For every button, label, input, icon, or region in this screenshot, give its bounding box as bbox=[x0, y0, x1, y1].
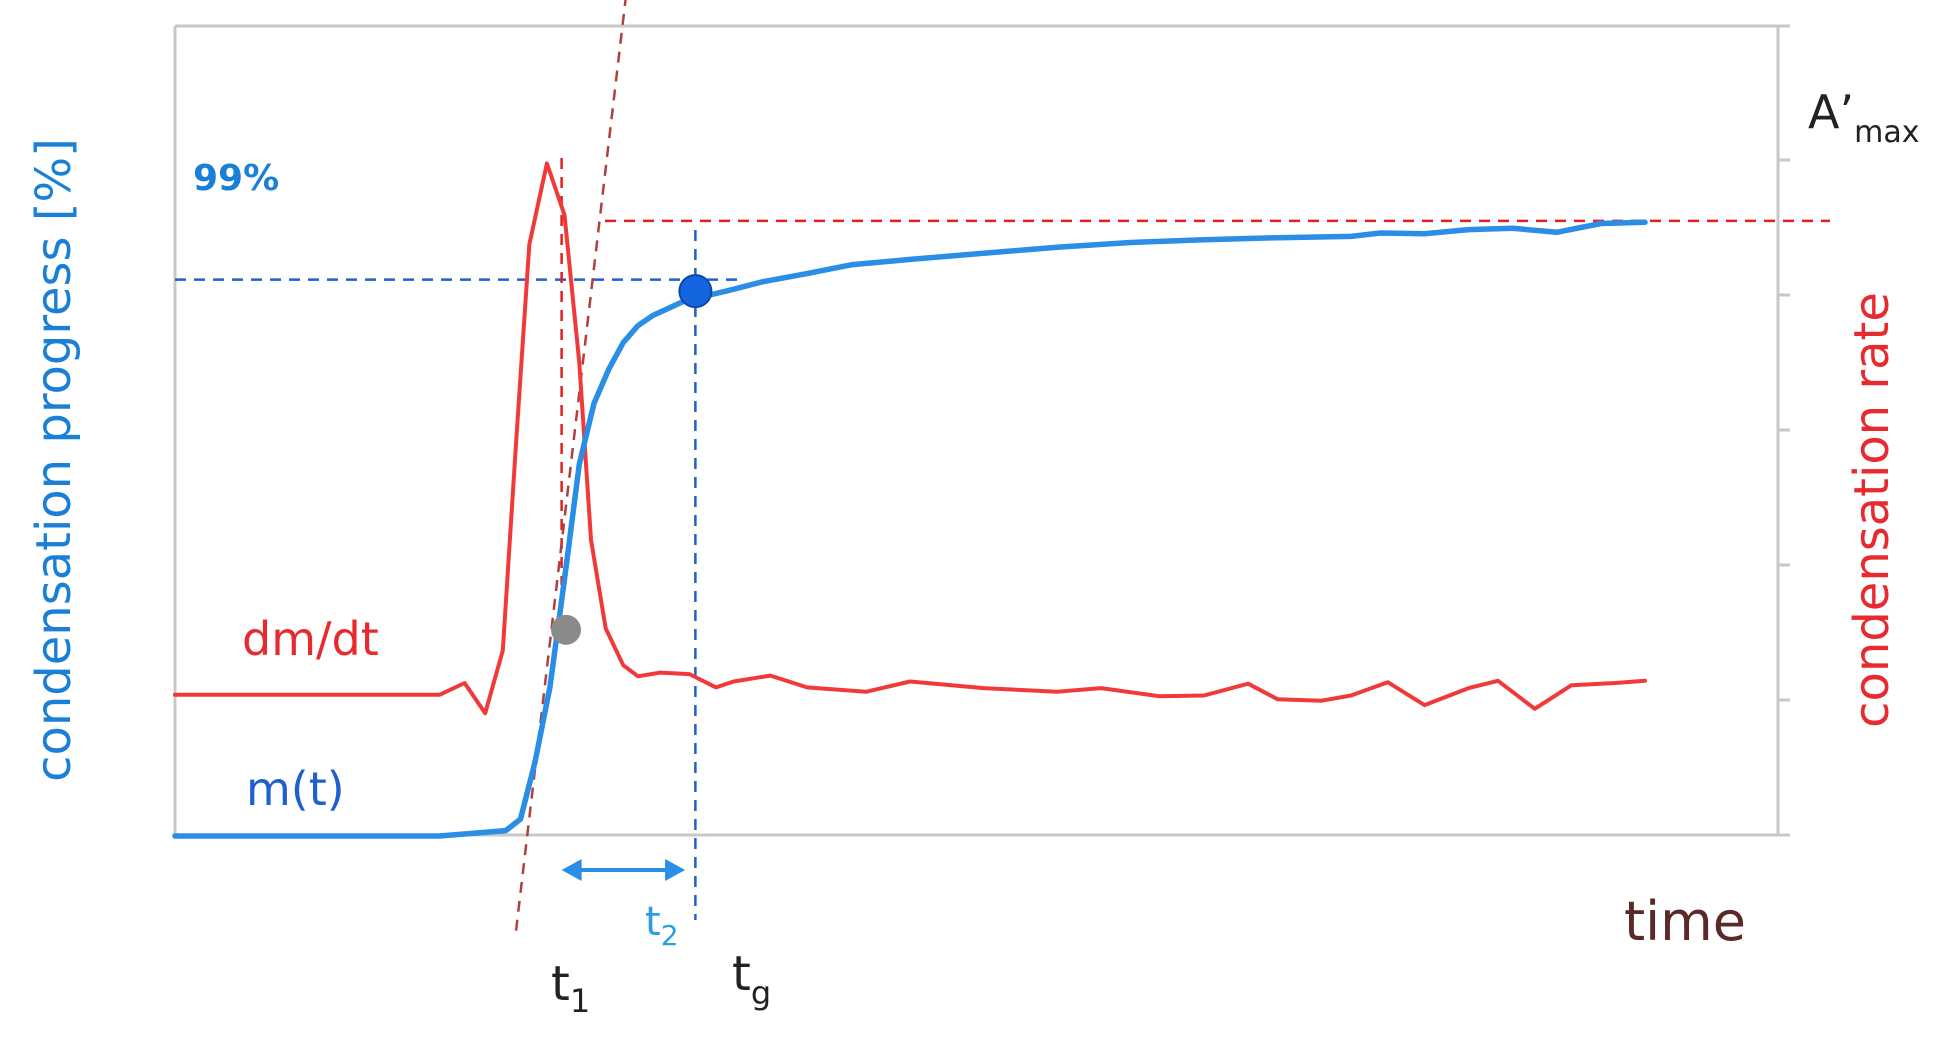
series-line-rate bbox=[173, 161, 1647, 716]
series-label-progress: m(t) bbox=[246, 762, 345, 816]
interval-arrow-head-left bbox=[561, 859, 582, 881]
y-axis-right-label: condensation rate bbox=[1844, 292, 1900, 728]
markers-layer bbox=[551, 274, 713, 645]
interval-arrow bbox=[561, 859, 686, 881]
label-tg-main: t bbox=[732, 946, 751, 1002]
interval-arrow-head-right bbox=[665, 859, 686, 881]
label-a-max: A’max bbox=[1808, 85, 1919, 150]
label-t1-main: t bbox=[551, 956, 570, 1012]
label-a-max-main: A’ bbox=[1808, 85, 1854, 139]
label-tg-sub: g bbox=[751, 974, 771, 1012]
label-t2-main: t bbox=[645, 899, 661, 945]
label-a-max-sub: max bbox=[1854, 115, 1919, 150]
x-axis-label: time bbox=[1624, 890, 1746, 953]
label-t1-sub: 1 bbox=[570, 982, 590, 1020]
marker-inflection-point bbox=[551, 614, 582, 645]
label-99-percent: 99% bbox=[193, 158, 279, 199]
y-axis-left-label: condensation progress [%] bbox=[26, 138, 82, 782]
reference-lines bbox=[175, 0, 1830, 931]
label-t1: t1 bbox=[551, 956, 590, 1020]
series-line-progress bbox=[172, 219, 1648, 839]
plot-frame bbox=[173, 24, 1790, 837]
label-t2-sub: 2 bbox=[661, 919, 679, 952]
label-t2: t2 bbox=[645, 899, 679, 952]
right-axis-ticks bbox=[1778, 24, 1790, 702]
label-tg: tg bbox=[732, 946, 771, 1012]
reference-line-4 bbox=[514, 0, 627, 931]
marker-99-percent-point bbox=[678, 274, 713, 309]
series-layer bbox=[172, 161, 1648, 839]
series-label-rate: dm/dt bbox=[242, 612, 379, 666]
